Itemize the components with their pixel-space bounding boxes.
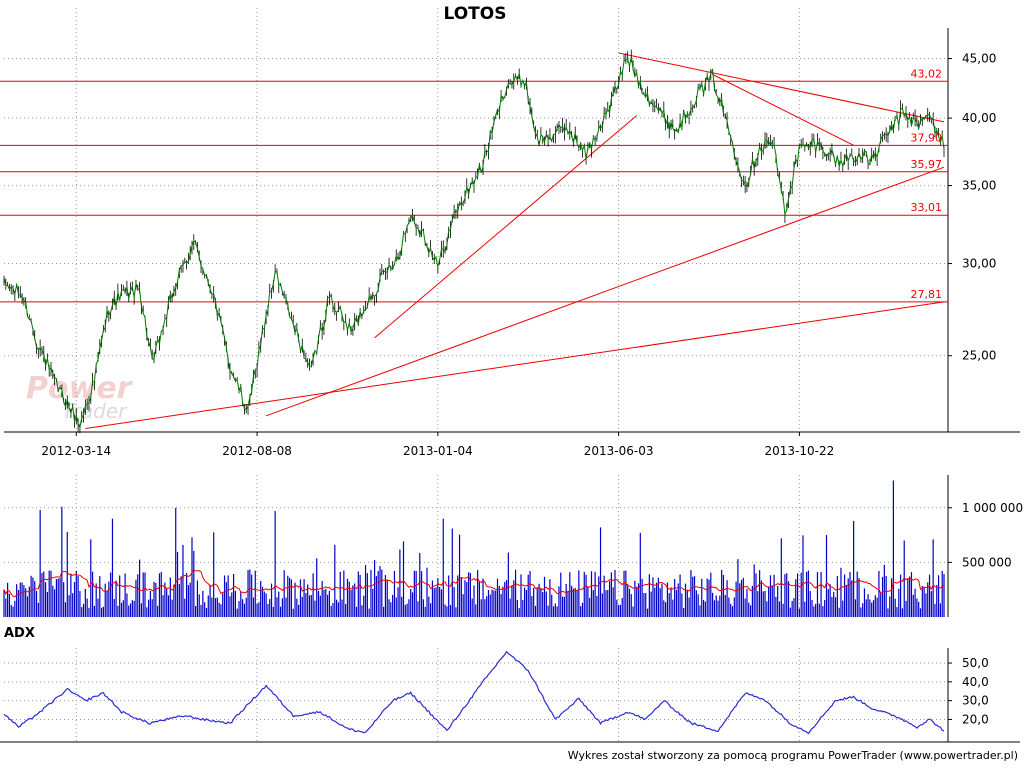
price-series-line xyxy=(3,56,945,430)
adx-tick-label: 40,0 xyxy=(962,675,989,689)
adx-series-line xyxy=(3,650,945,735)
trend-line xyxy=(374,115,638,339)
watermark-line-1: Power xyxy=(26,371,134,406)
x-tick-label: 2012-03-14 xyxy=(41,444,111,458)
trend-line xyxy=(85,301,945,429)
x-tick-label: 2013-10-22 xyxy=(765,444,835,458)
trend-line xyxy=(265,166,945,417)
chart-title: LOTOS xyxy=(444,4,507,24)
volume-ma-line xyxy=(3,569,945,598)
volume-tick-label: 1 000 000 xyxy=(962,501,1023,515)
level-label: 35,97 xyxy=(911,158,943,171)
adx-tick-label: 20,0 xyxy=(962,712,989,726)
trend-line xyxy=(712,74,854,146)
powertrader-watermark-logo: Power Trader xyxy=(26,371,134,423)
level-label: 37,90 xyxy=(911,131,943,144)
x-tick-label: 2013-01-04 xyxy=(403,444,473,458)
footer-credit: Wykres został stworzony za pomocą progra… xyxy=(567,749,1018,762)
price-panel: 2012-03-14 2012-08-08 2013-01-04 2013-06-03… xyxy=(0,8,1020,742)
level-label: 33,01 xyxy=(911,201,943,214)
y-tick-label: 35,00 xyxy=(962,179,996,193)
adx-panel: ADX 20,0 30,0 40,0 50,0 xyxy=(0,626,1020,743)
x-tick-label: 2012-08-08 xyxy=(222,444,292,458)
adx-tick-label: 30,0 xyxy=(962,694,989,708)
y-tick-label: 30,00 xyxy=(962,257,996,271)
adx-tick-label: 50,0 xyxy=(962,656,989,670)
y-tick-label: 40,00 xyxy=(962,111,996,125)
adx-panel-label: ADX xyxy=(4,626,35,641)
trend-line xyxy=(618,52,945,123)
volume-tick-label: 500 000 xyxy=(962,555,1012,569)
volume-panel: 500 000 1 000 000 xyxy=(3,475,1023,617)
level-label: 43,02 xyxy=(911,67,943,80)
y-tick-label: 25,00 xyxy=(962,349,996,363)
x-tick-label: 2013-06-03 xyxy=(584,444,654,458)
y-tick-label: 45,00 xyxy=(962,52,996,66)
level-label: 27,81 xyxy=(911,288,943,301)
